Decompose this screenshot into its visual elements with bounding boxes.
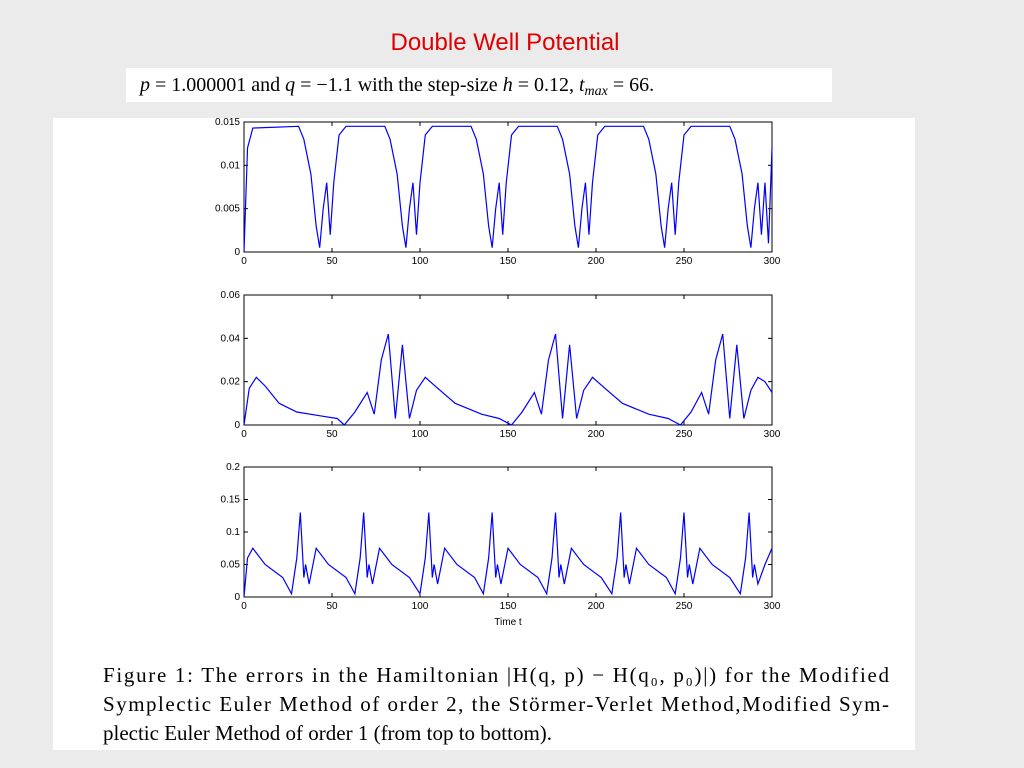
subtitle-part: = 1.000001 and: [150, 74, 285, 96]
y-tick-label: 0.06: [221, 290, 241, 301]
y-tick-label: 0.2: [226, 462, 240, 473]
subtitle-part: p: [138, 74, 150, 96]
caption-line: Figure 1: The errors in the Hamiltonian …: [103, 663, 890, 687]
chart: 0 0.005 0.01 0.015 0 50 100 150 200 250 300: [215, 117, 781, 267]
subtitle-part: max: [585, 84, 609, 99]
subtitle-part: h: [503, 74, 513, 96]
y-tick-label: 0.015: [215, 117, 240, 128]
caption-line: Symplectic Euler Method of order 2, the …: [103, 692, 889, 716]
subtitle-part: q: [285, 74, 295, 96]
x-tick-label: 200: [588, 601, 605, 612]
y-tick-label: 0.05: [221, 560, 241, 571]
y-tick-label: 0: [234, 247, 240, 258]
subtitle: p = 1.000001 and q = −1.1 with the step-…: [138, 74, 654, 99]
x-tick-label: 200: [588, 256, 605, 267]
y-tick-label: 0: [234, 420, 240, 431]
x-tick-label: 50: [326, 429, 338, 440]
caption-line: plectic Euler Method of order 1 (from to…: [103, 721, 552, 745]
subtitle-part: = 66.: [608, 74, 654, 96]
chart: 0 0.02 0.04 0.06 0 50 100 150 200 250 300: [221, 290, 781, 440]
x-tick-label: 200: [588, 429, 605, 440]
x-tick-label: 250: [676, 601, 693, 612]
x-axis-label: Time t: [494, 617, 522, 628]
chart: 0 0.05 0.1 0.15 0.2 0 50 100 150 200 250 300 Time t: [221, 462, 781, 628]
y-tick-label: 0: [234, 592, 240, 603]
charts: 0 0.005 0.01 0.015 0 50 100 150 200 250 300 0 0.02 0.…: [215, 117, 781, 628]
series-line: [243, 333, 773, 426]
x-tick-label: 0: [241, 601, 247, 612]
x-tick-label: 150: [500, 256, 517, 267]
x-tick-label: 150: [500, 601, 517, 612]
x-tick-label: 50: [326, 601, 338, 612]
subtitle-part: t: [579, 74, 585, 96]
x-tick-label: 0: [241, 429, 247, 440]
y-tick-label: 0.02: [221, 377, 241, 388]
y-tick-label: 0.01: [221, 160, 241, 171]
x-tick-label: 300: [764, 429, 781, 440]
x-tick-label: 0: [241, 256, 247, 267]
y-tick-label: 0.1: [226, 527, 240, 538]
x-tick-label: 150: [500, 429, 517, 440]
subtitle-part: = −1.1 with the step-size: [295, 74, 503, 96]
y-tick-label: 0.005: [215, 204, 240, 215]
figure-box: [53, 118, 915, 750]
y-tick-label: 0.15: [221, 495, 241, 506]
slide-title: Double Well Potential: [390, 29, 619, 56]
x-tick-label: 300: [764, 256, 781, 267]
x-tick-label: 50: [326, 256, 338, 267]
x-tick-label: 250: [676, 429, 693, 440]
x-tick-label: 100: [412, 429, 429, 440]
x-tick-label: 100: [412, 601, 429, 612]
x-tick-label: 300: [764, 601, 781, 612]
y-tick-label: 0.04: [221, 333, 241, 344]
series-line: [243, 512, 773, 598]
x-tick-label: 100: [412, 256, 429, 267]
subtitle-part: = 0.12,: [513, 74, 579, 96]
x-tick-label: 250: [676, 256, 693, 267]
subtitle-box: [126, 68, 832, 102]
series-line: [243, 125, 773, 253]
